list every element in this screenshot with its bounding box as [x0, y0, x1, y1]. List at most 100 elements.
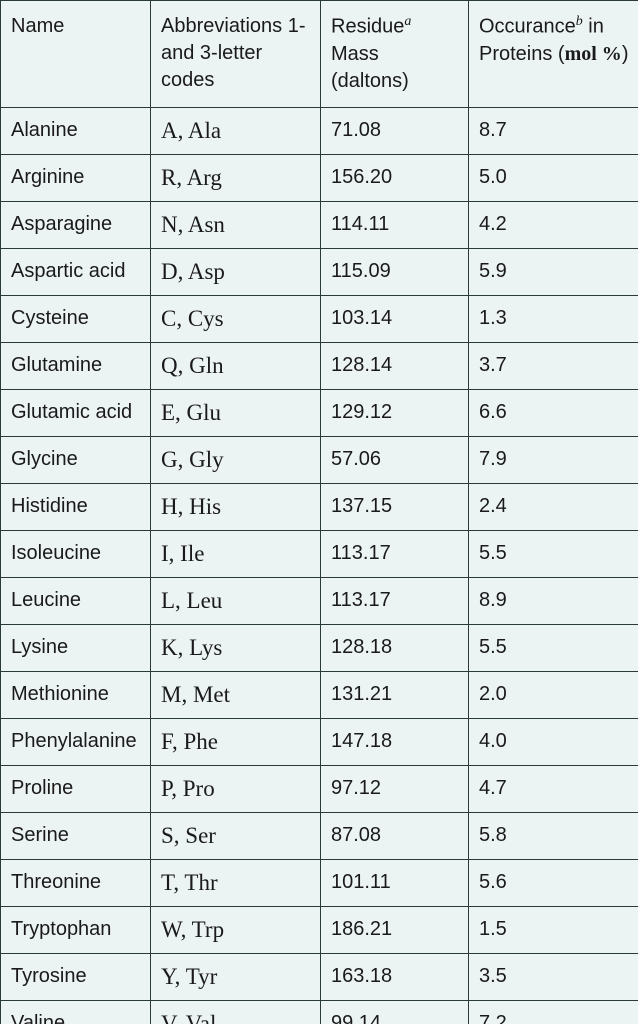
- cell-abbr: I, Ile: [151, 530, 321, 577]
- cell-occurrence: 5.8: [469, 812, 638, 859]
- cell-name: Tryptophan: [1, 906, 151, 953]
- cell-occurrence: 8.9: [469, 577, 638, 624]
- cell-name: Aspartic acid: [1, 248, 151, 295]
- cell-occurrence: 6.6: [469, 389, 638, 436]
- cell-abbr: D, Asp: [151, 248, 321, 295]
- col-header-mass: Residuea Mass (daltons): [321, 1, 469, 108]
- cell-abbr: L, Leu: [151, 577, 321, 624]
- table-row: LysineK, Lys128.185.5: [1, 624, 638, 671]
- cell-occurrence: 2.4: [469, 483, 638, 530]
- cell-abbr: M, Met: [151, 671, 321, 718]
- table-row: ArginineR, Arg156.205.0: [1, 154, 638, 201]
- cell-name: Phenylalanine: [1, 718, 151, 765]
- cell-name: Isoleucine: [1, 530, 151, 577]
- table-row: GlutamineQ, Gln128.143.7: [1, 342, 638, 389]
- cell-mass: 131.21: [321, 671, 469, 718]
- table-body: AlanineA, Ala71.088.7ArginineR, Arg156.2…: [1, 107, 638, 1024]
- cell-mass: 113.17: [321, 577, 469, 624]
- cell-mass: 114.11: [321, 201, 469, 248]
- col-header-occ-pre: Occurance: [479, 16, 576, 38]
- col-header-occ-unit: mol %: [565, 43, 622, 65]
- table-row: AsparagineN, Asn114.114.2: [1, 201, 638, 248]
- col-header-occurrence: Occuranceb in Proteins (mol %): [469, 1, 638, 108]
- cell-occurrence: 5.0: [469, 154, 638, 201]
- cell-occurrence: 3.5: [469, 953, 638, 1000]
- cell-mass: 147.18: [321, 718, 469, 765]
- cell-name: Alanine: [1, 107, 151, 154]
- cell-name: Glutamine: [1, 342, 151, 389]
- cell-mass: 87.08: [321, 812, 469, 859]
- cell-occurrence: 4.0: [469, 718, 638, 765]
- cell-occurrence: 5.5: [469, 624, 638, 671]
- cell-abbr: P, Pro: [151, 765, 321, 812]
- cell-occurrence: 1.5: [469, 906, 638, 953]
- cell-occurrence: 7.9: [469, 436, 638, 483]
- cell-mass: 128.14: [321, 342, 469, 389]
- cell-name: Histidine: [1, 483, 151, 530]
- cell-abbr: K, Lys: [151, 624, 321, 671]
- cell-abbr: R, Arg: [151, 154, 321, 201]
- cell-occurrence: 4.7: [469, 765, 638, 812]
- table-row: IsoleucineI, Ile113.175.5: [1, 530, 638, 577]
- cell-mass: 103.14: [321, 295, 469, 342]
- cell-name: Glycine: [1, 436, 151, 483]
- cell-abbr: G, Gly: [151, 436, 321, 483]
- cell-abbr: S, Ser: [151, 812, 321, 859]
- cell-name: Cysteine: [1, 295, 151, 342]
- table-row: LeucineL, Leu113.178.9: [1, 577, 638, 624]
- table-row: TyrosineY, Tyr163.183.5: [1, 953, 638, 1000]
- table-row: HistidineH, His137.152.4: [1, 483, 638, 530]
- amino-acid-table: Name Abbreviations 1- and 3-letter codes…: [0, 0, 638, 1024]
- cell-abbr: Q, Gln: [151, 342, 321, 389]
- cell-name: Serine: [1, 812, 151, 859]
- table-row: TryptophanW, Trp186.211.5: [1, 906, 638, 953]
- cell-occurrence: 4.2: [469, 201, 638, 248]
- col-header-occ-tail: ): [622, 43, 629, 65]
- cell-name: Threonine: [1, 859, 151, 906]
- cell-mass: 128.18: [321, 624, 469, 671]
- footnote-a: a: [404, 14, 411, 29]
- cell-mass: 101.11: [321, 859, 469, 906]
- cell-abbr: V, Val: [151, 1000, 321, 1024]
- cell-mass: 99.14: [321, 1000, 469, 1024]
- cell-abbr: C, Cys: [151, 295, 321, 342]
- table-row: ThreonineT, Thr101.115.6: [1, 859, 638, 906]
- cell-name: Arginine: [1, 154, 151, 201]
- cell-name: Methionine: [1, 671, 151, 718]
- table-row: AlanineA, Ala71.088.7: [1, 107, 638, 154]
- table-row: CysteineC, Cys103.141.3: [1, 295, 638, 342]
- col-header-mass-post: Mass (daltons): [331, 43, 409, 92]
- cell-occurrence: 3.7: [469, 342, 638, 389]
- cell-abbr: A, Ala: [151, 107, 321, 154]
- cell-occurrence: 5.6: [469, 859, 638, 906]
- col-header-name: Name: [1, 1, 151, 108]
- cell-occurrence: 7.2: [469, 1000, 638, 1024]
- footnote-b: b: [576, 14, 583, 29]
- table-row: PhenylalanineF, Phe147.184.0: [1, 718, 638, 765]
- cell-name: Asparagine: [1, 201, 151, 248]
- cell-mass: 115.09: [321, 248, 469, 295]
- cell-name: Valine: [1, 1000, 151, 1024]
- table-header-row: Name Abbreviations 1- and 3-letter codes…: [1, 1, 638, 108]
- cell-abbr: E, Glu: [151, 389, 321, 436]
- cell-mass: 186.21: [321, 906, 469, 953]
- cell-name: Lysine: [1, 624, 151, 671]
- cell-abbr: H, His: [151, 483, 321, 530]
- cell-name: Glutamic acid: [1, 389, 151, 436]
- cell-mass: 57.06: [321, 436, 469, 483]
- cell-occurrence: 5.9: [469, 248, 638, 295]
- cell-mass: 163.18: [321, 953, 469, 1000]
- cell-mass: 137.15: [321, 483, 469, 530]
- cell-abbr: Y, Tyr: [151, 953, 321, 1000]
- cell-mass: 97.12: [321, 765, 469, 812]
- cell-mass: 71.08: [321, 107, 469, 154]
- table-row: ValineV, Val99.147.2: [1, 1000, 638, 1024]
- col-header-mass-pre: Residue: [331, 16, 404, 38]
- cell-name: Proline: [1, 765, 151, 812]
- cell-abbr: W, Trp: [151, 906, 321, 953]
- col-header-abbr: Abbreviations 1- and 3-letter codes: [151, 1, 321, 108]
- cell-occurrence: 8.7: [469, 107, 638, 154]
- table-row: Glutamic acidE, Glu129.126.6: [1, 389, 638, 436]
- cell-abbr: N, Asn: [151, 201, 321, 248]
- cell-abbr: T, Thr: [151, 859, 321, 906]
